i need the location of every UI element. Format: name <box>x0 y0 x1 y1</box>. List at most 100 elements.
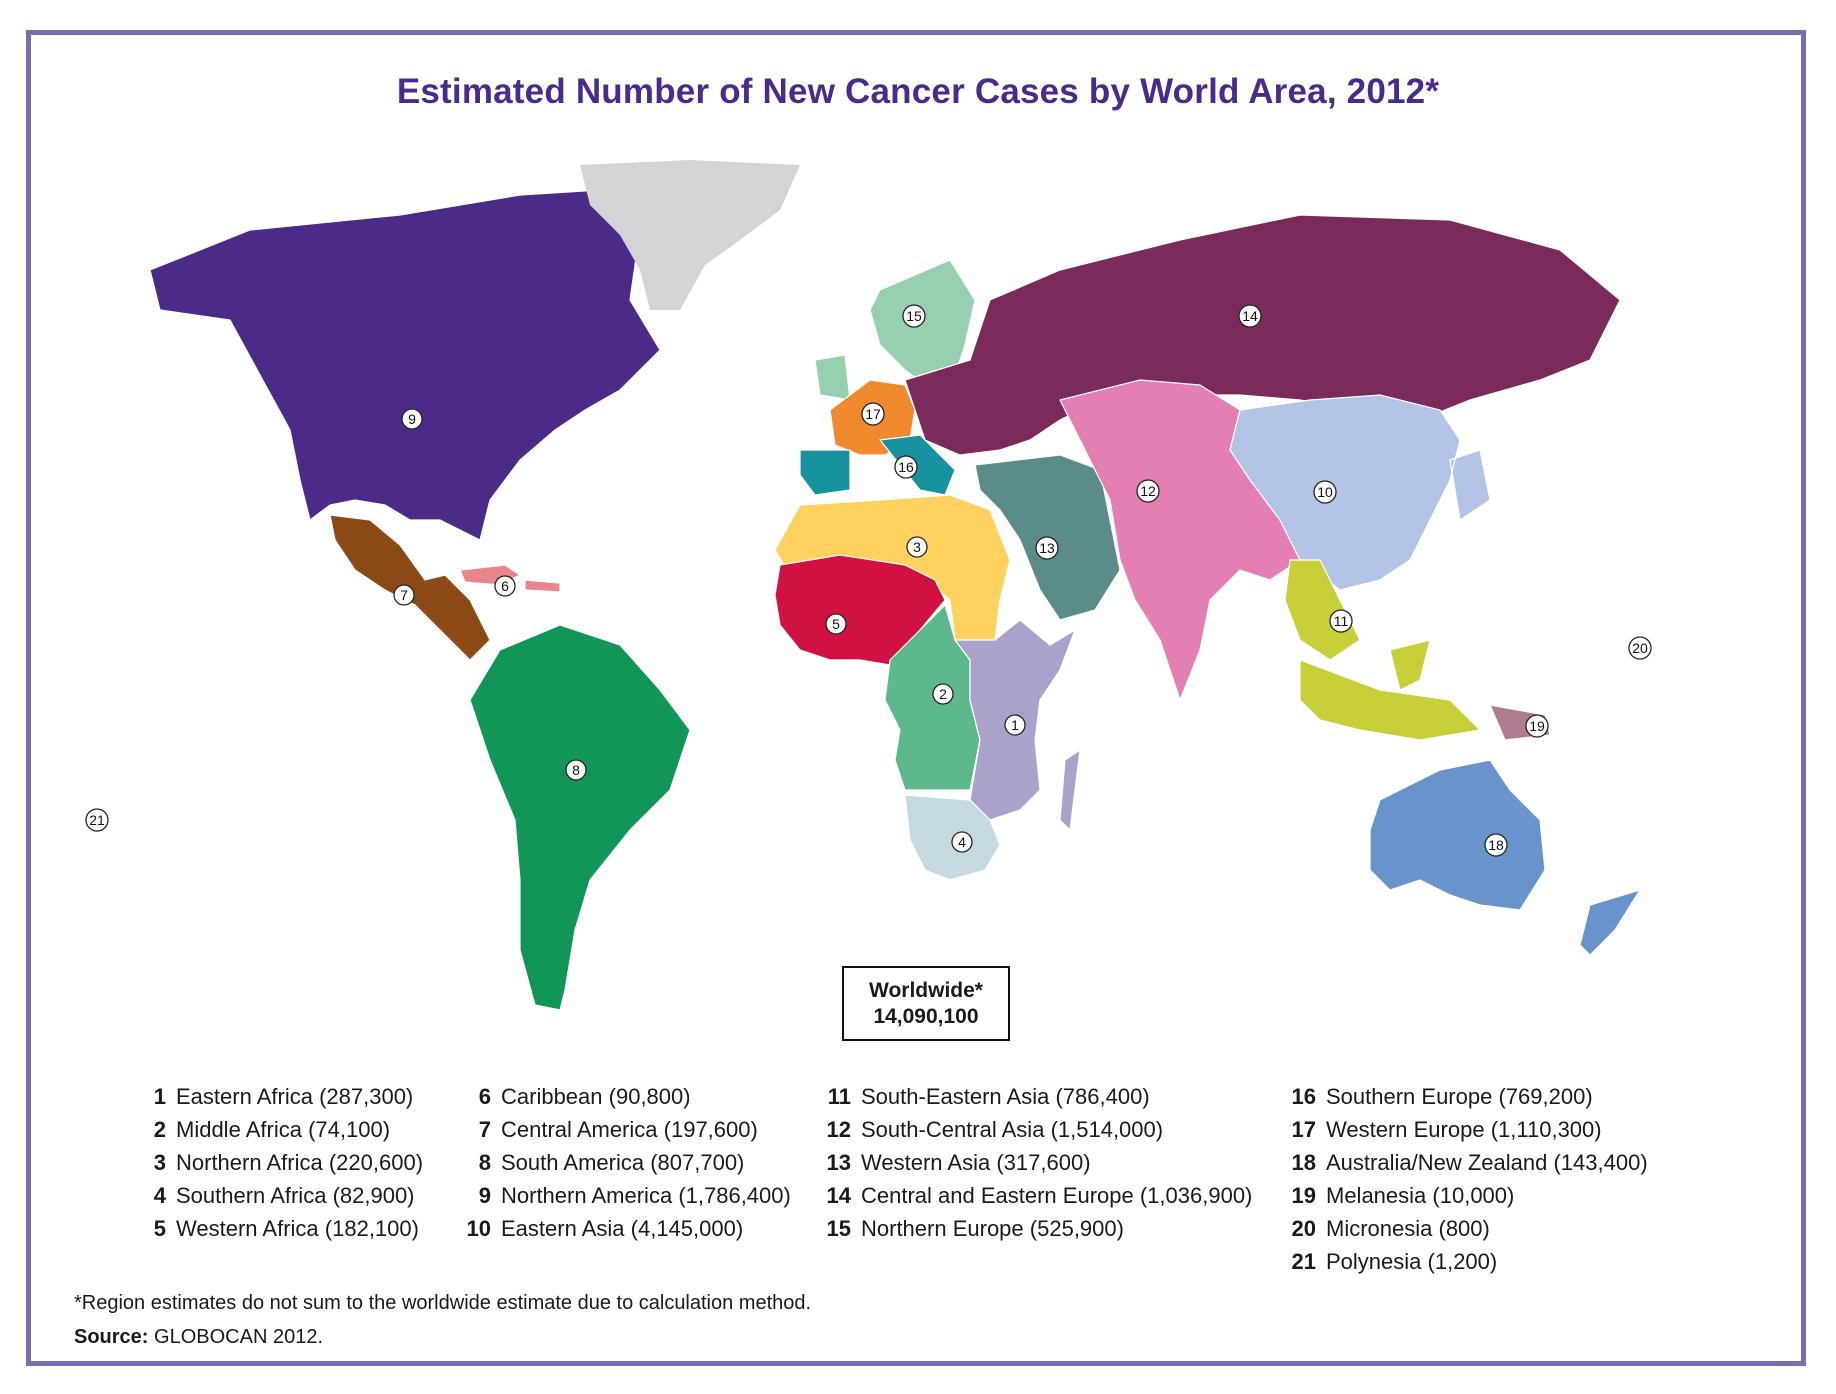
legend-cases: (182,100) <box>324 1216 419 1241</box>
region-shape-2 <box>884 603 981 791</box>
legend-number: 14 <box>826 1183 851 1208</box>
source-line: Source: GLOBOCAN 2012. <box>74 1326 323 1349</box>
legend-cases: (82,900) <box>332 1183 415 1208</box>
region-marker-label: 9 <box>408 411 416 427</box>
legend-number: 10 <box>466 1216 491 1241</box>
legend-cases: (74,100) <box>308 1117 391 1142</box>
legend-item: 14 Central and Eastern Europe (1,036,900) <box>815 1179 1253 1212</box>
legend-item: 13 Western Asia (317,600) <box>815 1146 1252 1179</box>
legend-cases: (1,786,400) <box>678 1183 791 1208</box>
region-marker-6: 6 <box>494 575 516 597</box>
region-marker-label: 3 <box>913 539 921 555</box>
legend-region-name: Northern Europe <box>861 1216 1024 1241</box>
figure-frame <box>26 30 1806 1366</box>
legend-item: 18 Australia/New Zealand (143,400) <box>1280 1146 1648 1179</box>
region-marker-label: 8 <box>572 762 580 778</box>
region-marker-label: 17 <box>865 406 881 422</box>
region-marker-14: 14 <box>1238 304 1262 328</box>
legend-cases: (800) <box>1438 1216 1490 1241</box>
legend-item: 1 Eastern Africa (287,300) <box>130 1080 423 1113</box>
region-marker-1: 1 <box>1004 714 1026 736</box>
legend-region-name: Central and Eastern Europe <box>861 1183 1134 1208</box>
region-marker-10: 10 <box>1313 480 1337 504</box>
region-marker-20: 20 <box>1628 636 1652 660</box>
region-shape-8 <box>469 624 691 1011</box>
region-marker-3: 3 <box>906 536 928 558</box>
legend-number: 2 <box>153 1117 166 1142</box>
legend-region-name: Western Asia <box>861 1150 991 1175</box>
region-marker-21: 21 <box>85 808 109 832</box>
legend-item: 9 Northern America (1,786,400) <box>455 1179 791 1212</box>
region-marker-label: 10 <box>1317 484 1333 500</box>
legend-item: 16 Southern Europe (769,200) <box>1280 1080 1648 1113</box>
legend-cases: (287,300) <box>319 1084 414 1109</box>
region-marker-label: 13 <box>1039 540 1055 556</box>
worldwide-value: 14,090,100 <box>873 1005 979 1028</box>
legend-region-name: Central America <box>501 1117 658 1142</box>
region-marker-label: 7 <box>400 587 408 603</box>
legend-item: 4 Southern Africa (82,900) <box>130 1179 423 1212</box>
source-text: GLOBOCAN 2012. <box>154 1326 323 1348</box>
legend-item: 11 South-Eastern Asia (786,400) <box>815 1080 1252 1113</box>
legend-region-name: Australia/New Zealand <box>1326 1150 1548 1175</box>
legend-region-name: Melanesia <box>1326 1183 1427 1208</box>
region-marker-label: 11 <box>1334 613 1349 629</box>
legend-cases: (317,600) <box>996 1150 1091 1175</box>
region-shape-10 <box>1229 394 1491 591</box>
legend-item: 12 South-Central Asia (1,514,000) <box>815 1113 1252 1146</box>
legend-column-2: 6 Caribbean (90,800) 7 Central America (19… <box>455 1080 791 1245</box>
legend-item: 21 Polynesia (1,200) <box>1280 1245 1648 1278</box>
region-marker-label: 12 <box>1140 483 1156 499</box>
legend-cases: (1,110,300) <box>1490 1117 1602 1142</box>
legend-column-3: 11 South-Eastern Asia (786,400) 12 South-C… <box>815 1080 1253 1245</box>
legend-cases: (807,700) <box>650 1150 745 1175</box>
greenland-shape <box>580 160 800 310</box>
legend-region-name: Northern Africa <box>176 1150 323 1175</box>
legend-cases: (1,036,900) <box>1139 1183 1253 1208</box>
region-marker-17: 17 <box>861 402 885 426</box>
legend-number: 3 <box>153 1150 166 1175</box>
region-marker-9: 9 <box>401 408 423 430</box>
source-label: Source: <box>74 1326 149 1348</box>
region-marker-19: 19 <box>1525 714 1549 738</box>
legend-region-name: Polynesia <box>1326 1249 1422 1274</box>
legend-cases: (10,000) <box>1432 1183 1515 1208</box>
legend-item: 6 Caribbean (90,800) <box>455 1080 791 1113</box>
legend-number: 16 <box>1291 1084 1316 1109</box>
legend-column-4: 16 Southern Europe (769,200) 17 Western Eu… <box>1280 1080 1648 1278</box>
region-marker-label: 15 <box>906 308 922 324</box>
region-marker-4: 4 <box>951 831 973 853</box>
legend-number: 4 <box>153 1183 166 1208</box>
worldwide-label: Worldwide* <box>869 979 983 1002</box>
region-marker-7: 7 <box>393 584 415 606</box>
legend-region-name: South America <box>501 1150 645 1175</box>
legend-number: 21 <box>1291 1249 1316 1274</box>
legend-region-name: Eastern Asia <box>501 1216 625 1241</box>
legend-number: 5 <box>153 1216 166 1241</box>
legend-region-name: Western Europe <box>1326 1117 1485 1142</box>
legend-cases: (4,145,000) <box>630 1216 744 1241</box>
region-marker-label: 5 <box>832 616 840 632</box>
legend-cases: (1,514,000) <box>1050 1117 1164 1142</box>
legend-number: 15 <box>826 1216 851 1241</box>
legend-item: 15 Northern Europe (525,900) <box>815 1212 1252 1245</box>
legend-cases: (525,900) <box>1029 1216 1124 1241</box>
worldwide-total-box: Worldwide* 14,090,100 <box>842 966 1010 1041</box>
region-marker-label: 21 <box>89 812 105 828</box>
legend-item: 3 Northern Africa (220,600) <box>130 1146 423 1179</box>
legend-column-1: 1 Eastern Africa (287,300) 2 Middle Africa… <box>130 1080 423 1245</box>
region-marker-label: 14 <box>1242 308 1258 324</box>
region-marker-8: 8 <box>565 759 587 781</box>
region-marker-label: 19 <box>1529 718 1545 734</box>
region-marker-label: 16 <box>898 459 914 475</box>
region-marker-15: 15 <box>902 304 926 328</box>
legend-cases: (220,600) <box>328 1150 424 1175</box>
map-title: Estimated Number of New Cancer Cases by … <box>396 72 1440 111</box>
legend-region-name: Western Africa <box>176 1216 319 1241</box>
legend-number: 19 <box>1291 1183 1316 1208</box>
legend-number: 7 <box>478 1117 491 1142</box>
legend-region-name: Caribbean <box>501 1084 603 1109</box>
legend-cases: (769,200) <box>1498 1084 1593 1109</box>
